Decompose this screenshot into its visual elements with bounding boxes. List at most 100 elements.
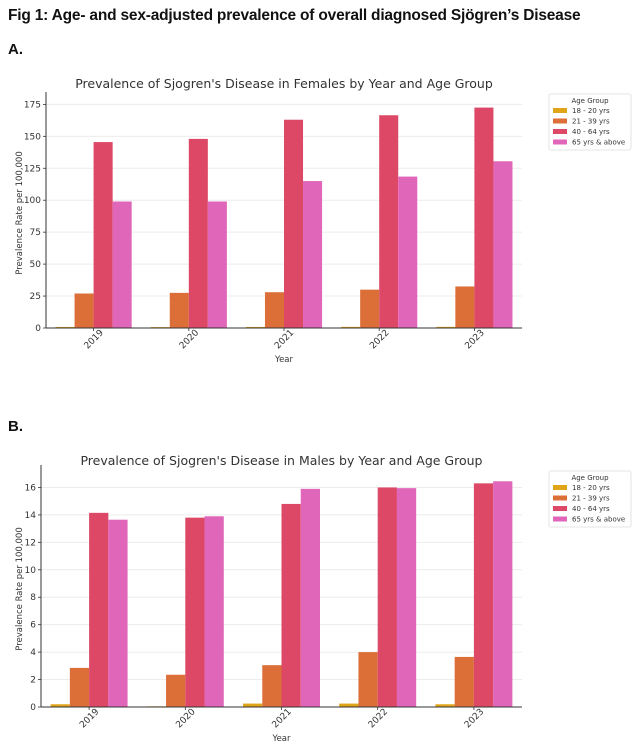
y-tick-label: 125 [24,164,41,174]
chart-svg: Prevalence of Sjogren's Disease in Femal… [15,76,632,365]
x-tick-label: 2020 [174,707,197,730]
x-axis-label: Year [272,734,292,744]
legend-swatch [553,139,567,145]
bar-21-39-yrs-2023 [454,656,474,707]
y-tick-label: 25 [30,292,41,302]
chart-svg: Prevalence of Sjogren's Disease in Males… [15,453,632,744]
x-tick-label: 2019 [78,707,101,730]
chart-title: Prevalence of Sjogren's Disease in Femal… [75,76,493,91]
y-axis-label: Prevalence Rate per 100,000 [15,151,25,275]
legend-title: Age Group [571,474,609,482]
x-tick-label: 2023 [463,707,486,730]
legend-swatch [553,506,567,511]
bar-40-64-yrs-2020 [188,138,208,328]
legend-swatch [553,118,567,124]
bar-65-yrs-above-2019 [112,201,132,328]
bar-65-yrs-above-2021 [303,181,323,328]
legend-label: 65 yrs & above [572,516,625,524]
x-axis-label: Year [274,355,294,365]
bar-18-20-yrs-2019 [55,326,75,328]
legend-swatch [553,516,567,522]
bar-21-39-yrs-2020 [166,674,186,707]
bar-21-39-yrs-2021 [264,292,284,328]
bar-18-20-yrs-2021 [243,703,263,707]
chart-title: Prevalence of Sjogren's Disease in Males… [80,453,482,468]
y-tick-label: 175 [24,100,41,110]
bar-18-20-yrs-2019 [50,704,70,707]
bar-65-yrs-above-2020 [204,516,224,707]
bar-40-64-yrs-2022 [377,487,397,707]
legend-swatch [553,495,567,501]
bar-40-64-yrs-2023 [474,107,494,328]
figure-title: Fig 1: Age- and sex-adjusted prevalence … [8,7,581,24]
bar-18-20-yrs-2022 [339,703,359,707]
bar-65-yrs-above-2023 [493,161,513,328]
y-tick-label: 8 [30,593,36,603]
y-tick-label: 12 [25,538,36,548]
y-tick-label: 2 [30,676,36,686]
legend-frame [548,93,632,151]
x-tick-label: 2019 [83,328,106,351]
y-tick-label: 6 [30,621,36,631]
x-tick-label: 2022 [367,707,390,730]
y-tick-label: 50 [30,260,42,270]
legend: Age Group 18 - 20 yrs 21 - 39 yrs 40 - 64 y… [548,470,632,528]
bar-40-64-yrs-2019 [89,512,109,707]
bar-18-20-yrs-2022 [341,326,361,328]
bar-21-39-yrs-2020 [169,292,189,328]
y-tick-label: 150 [24,132,41,142]
bar-18-20-yrs-2021 [245,326,265,328]
y-tick-label: 10 [25,566,37,576]
bar-21-39-yrs-2019 [69,667,90,707]
bar-40-64-yrs-2021 [281,503,301,707]
x-tick-label: 2020 [178,328,201,351]
panel-a-label: A. [8,41,23,58]
bar-65-yrs-above-2021 [300,488,320,707]
bar-21-39-yrs-2019 [74,293,94,328]
y-axis-label: Prevalence Rate per 100,000 [15,527,25,651]
legend-frame [548,470,632,528]
x-tick-label: 2021 [273,328,296,351]
bar-21-39-yrs-2022 [360,289,380,328]
bar-40-64-yrs-2019 [93,142,113,328]
legend-label: 40 - 64 yrs [572,505,610,513]
bar-65-yrs-above-2019 [108,519,128,707]
bar-40-64-yrs-2022 [379,115,399,328]
legend-label: 40 - 64 yrs [572,128,610,136]
bar-21-39-yrs-2022 [358,652,378,707]
bar-65-yrs-above-2020 [207,201,227,328]
y-tick-label: 4 [30,648,36,658]
bar-65-yrs-above-2022 [398,176,418,328]
x-tick-label: 2023 [463,328,486,351]
x-tick-label: 2021 [271,707,294,730]
legend-label: 21 - 39 yrs [572,495,610,503]
bar-65-yrs-above-2023 [493,481,513,707]
chart-males: Prevalence of Sjogren's Disease in Males… [0,447,642,751]
legend-label: 65 yrs & above [572,139,625,147]
bar-21-39-yrs-2023 [455,286,475,328]
bar-21-39-yrs-2021 [262,665,282,707]
bar-40-64-yrs-2021 [284,119,304,328]
panel-b-label: B. [8,418,23,435]
legend-title: Age Group [571,97,609,105]
y-tick-label: 75 [30,228,41,238]
x-tick-label: 2022 [368,328,391,351]
legend-label: 18 - 20 yrs [572,107,610,115]
legend-swatch [553,108,567,113]
bar-18-20-yrs-2023 [436,326,456,328]
legend-label: 21 - 39 yrs [572,118,610,126]
y-tick-label: 0 [30,703,36,713]
bar-40-64-yrs-2023 [473,483,494,707]
y-tick-label: 0 [35,324,41,334]
bar-40-64-yrs-2020 [185,517,205,707]
y-tick-label: 100 [24,196,41,206]
legend: Age Group 18 - 20 yrs 21 - 39 yrs 40 - 64 y… [548,93,632,151]
chart-females: Prevalence of Sjogren's Disease in Femal… [0,70,642,370]
bar-65-yrs-above-2022 [396,488,417,707]
y-tick-label: 16 [25,483,37,493]
legend-swatch [553,485,567,490]
y-tick-label: 14 [25,511,37,521]
bar-18-20-yrs-2023 [435,704,455,707]
legend-label: 18 - 20 yrs [572,484,610,492]
legend-swatch [553,129,567,134]
